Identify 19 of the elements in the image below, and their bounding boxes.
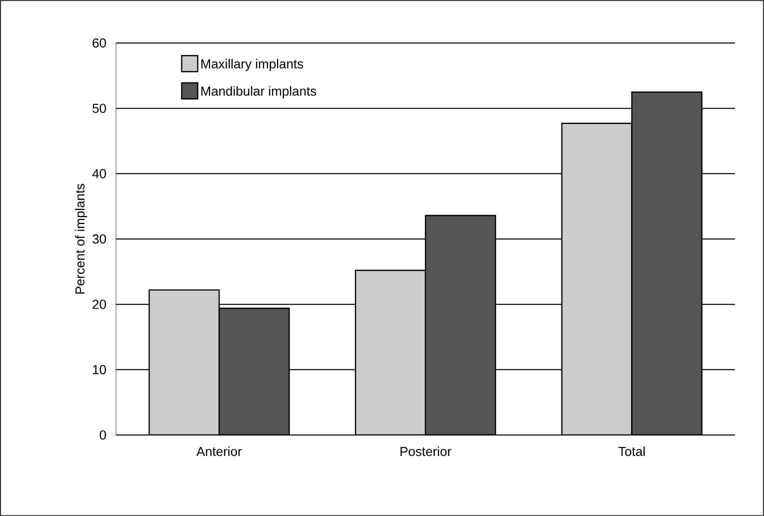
y-tick-label: 10 (93, 365, 106, 374)
y-tick-label: 50 (92, 104, 106, 113)
legend-label: Maxillary implants (201, 58, 304, 72)
y-tick-label: 0 (100, 430, 106, 440)
x-tick-label: Posterior (400, 446, 452, 456)
bar (218, 308, 290, 435)
bar (148, 289, 220, 435)
y-axis-title: Percent of implants (75, 184, 88, 294)
bar (354, 270, 426, 435)
y-tick-label: 20 (92, 300, 106, 309)
bar (424, 214, 496, 435)
y-tick-label: 30 (92, 234, 106, 244)
y-tick-label: 40 (92, 169, 106, 178)
bar (561, 122, 632, 435)
legend-label: Mandibular implants (201, 86, 316, 98)
y-tick-label: 60 (92, 38, 106, 48)
x-tick-label: Anterior (196, 446, 242, 456)
bar (631, 91, 702, 435)
x-tick-label: Total (618, 446, 645, 456)
